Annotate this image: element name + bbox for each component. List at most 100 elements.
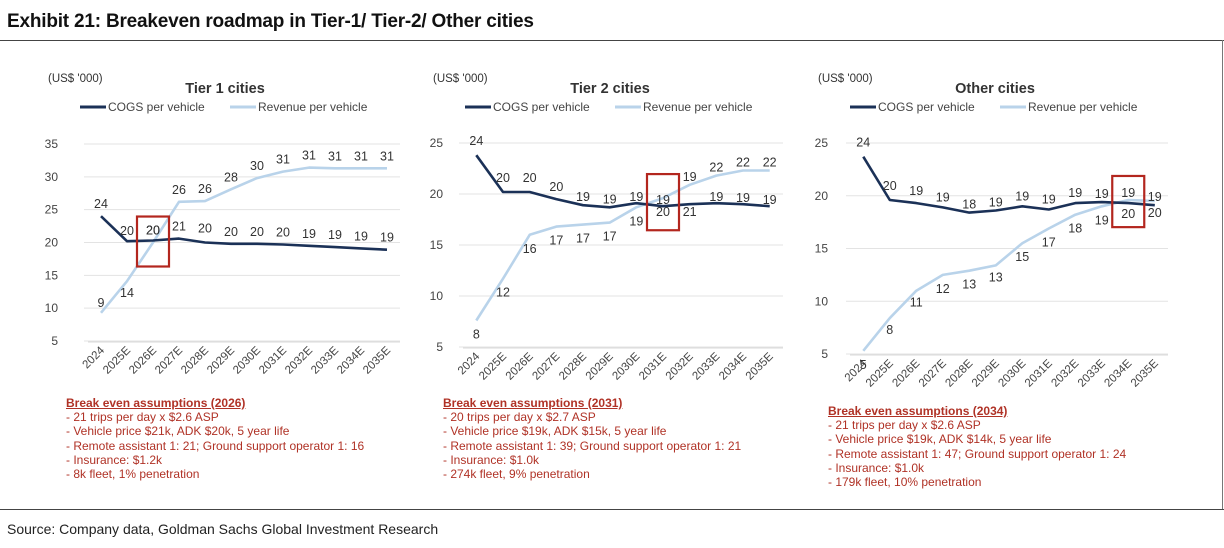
y-tick-label: 15 xyxy=(45,268,59,282)
data-label-cogs: 24 xyxy=(469,134,483,148)
data-label-revenue: 30 xyxy=(250,159,264,173)
data-label-cogs: 19 xyxy=(328,228,342,242)
data-label-cogs: 20 xyxy=(523,171,537,185)
chart-panel-other: (US$ '000) Other cities COGS per vehicle Re… xyxy=(800,0,1190,505)
data-label-cogs: 19 xyxy=(1042,192,1056,206)
chart-title: Tier 2 cities xyxy=(570,81,650,97)
data-label-revenue: 17 xyxy=(1042,235,1056,249)
data-label-cogs: 19 xyxy=(909,184,923,198)
bottom-rule xyxy=(0,509,1224,510)
series-line-revenue xyxy=(99,166,387,314)
data-label-cogs: 19 xyxy=(1015,189,1029,203)
data-label-revenue: 20 xyxy=(1121,207,1135,221)
data-label-revenue: 5 xyxy=(860,358,867,372)
x-tick-label: 2034E xyxy=(335,344,367,376)
data-label-cogs: 20 xyxy=(496,171,510,185)
y-tick-label: 10 xyxy=(815,294,829,308)
data-label-cogs: 19 xyxy=(936,190,950,204)
data-label-revenue: 8 xyxy=(886,323,893,337)
breakeven-highlight-box xyxy=(645,172,681,232)
data-label-revenue: 22 xyxy=(709,161,723,175)
x-tick-label: 2034E xyxy=(717,350,749,382)
x-tick-label: 2028E xyxy=(557,350,589,382)
x-tick-label: 2033E xyxy=(1076,357,1108,389)
assumption-line: - Insurance: $1.0k xyxy=(828,460,925,475)
data-label-revenue: 9 xyxy=(98,296,105,310)
assumptions-tier1: Break even assumptions (2026) - 21 trips… xyxy=(66,396,364,481)
data-label-cogs: 20 xyxy=(549,180,563,194)
y-tick-label: 5 xyxy=(51,334,58,348)
assumption-line: - Vehicle price $19k, ADK $15k, 5 year l… xyxy=(443,424,667,439)
data-label-cogs: 20 xyxy=(883,179,897,193)
x-tick-label: 2027E xyxy=(917,357,949,389)
assumption-line: - Insurance: $1.2k xyxy=(66,452,163,467)
data-label-cogs: 18 xyxy=(962,198,976,212)
data-label-revenue: 31 xyxy=(380,149,394,163)
y-tick-label: 20 xyxy=(430,187,444,201)
legend-label-cogs: COGS per vehicle xyxy=(493,100,590,114)
data-label-revenue: 31 xyxy=(354,149,368,163)
chart-tier1: (US$ '000) Tier 1 cities COGS per vehicle R… xyxy=(45,73,400,377)
data-label-cogs: 20 xyxy=(198,222,212,236)
x-tick-label: 2032E xyxy=(283,344,315,376)
series-line-cogs xyxy=(100,215,388,251)
unit-label: (US$ '000) xyxy=(48,73,103,85)
data-label-revenue: 8 xyxy=(473,327,480,341)
unit-label: (US$ '000) xyxy=(818,73,873,85)
y-tick-label: 10 xyxy=(430,289,444,303)
data-label-revenue: 12 xyxy=(936,282,950,296)
data-label-revenue: 20 xyxy=(656,205,670,219)
assumption-line: - 20 trips per day x $2.7 ASP xyxy=(443,410,596,425)
assumption-line: - 8k fleet, 1% penetration xyxy=(66,467,200,482)
x-tick-label: 2029E xyxy=(970,357,1002,389)
data-label-cogs: 19 xyxy=(354,229,368,243)
data-label-revenue: 20 xyxy=(146,224,160,238)
data-label-cogs: 19 xyxy=(1095,187,1109,201)
data-label-revenue: 15 xyxy=(1015,250,1029,264)
data-label-cogs: 19 xyxy=(1121,186,1135,200)
legend-label-cogs: COGS per vehicle xyxy=(108,100,205,114)
x-tick-label: 2035E xyxy=(1129,357,1161,389)
chart-title: Other cities xyxy=(955,81,1035,97)
x-tick-label: 2031E xyxy=(1023,357,1055,389)
x-tick-label: 2026E xyxy=(504,350,536,382)
data-label-revenue: 31 xyxy=(276,153,290,167)
y-tick-label: 15 xyxy=(815,242,829,256)
x-tick-label: 2027E xyxy=(530,350,562,382)
assumption-line: - Insurance: $1.0k xyxy=(443,452,540,467)
data-label-cogs: 19 xyxy=(656,193,670,207)
data-label-cogs: 19 xyxy=(736,191,750,205)
data-label-cogs: 20 xyxy=(276,225,290,239)
assumption-line: - Vehicle price $19k, ADK $14k, 5 year l… xyxy=(828,432,1052,447)
data-label-revenue: 16 xyxy=(523,242,537,256)
data-label-cogs: 19 xyxy=(576,190,590,204)
y-tick-label: 35 xyxy=(45,137,59,151)
series-line-revenue xyxy=(862,198,1155,352)
data-label-revenue: 13 xyxy=(962,278,976,292)
assumptions-heading: Break even assumptions (2026) xyxy=(66,396,246,410)
chart-panel-tier2: (US$ '000) Tier 2 cities COGS per vehicle R… xyxy=(415,0,805,505)
right-rule xyxy=(1222,40,1223,510)
x-tick-label: 2032E xyxy=(664,350,696,382)
legend-label-revenue: Revenue per vehicle xyxy=(258,100,368,114)
legend-label-revenue: Revenue per vehicle xyxy=(643,100,753,114)
assumption-line: - Vehicle price $21k, ADK $20k, 5 year l… xyxy=(66,424,290,439)
data-label-revenue: 17 xyxy=(576,232,590,246)
data-label-cogs: 19 xyxy=(603,192,617,206)
data-label-revenue: 13 xyxy=(989,270,1003,284)
y-tick-label: 10 xyxy=(45,301,59,315)
data-label-cogs: 19 xyxy=(763,193,777,207)
data-label-cogs: 19 xyxy=(1068,186,1082,200)
data-label-cogs: 21 xyxy=(683,205,697,219)
data-label-revenue: 17 xyxy=(603,230,617,244)
chart-tier2: (US$ '000) Tier 2 cities COGS per vehicle R… xyxy=(430,73,783,383)
x-tick-label: 2028E xyxy=(179,344,211,376)
legend: COGS per vehicle Revenue per vehicle xyxy=(850,100,1138,114)
data-label-revenue: 12 xyxy=(496,286,510,300)
series-line-cogs xyxy=(862,156,1155,214)
assumption-line: - 274k fleet, 9% penetration xyxy=(443,467,590,482)
assumptions-other: Break even assumptions (2034) - 21 trips… xyxy=(828,404,1126,489)
data-label-cogs: 19 xyxy=(1148,190,1162,204)
data-label-cogs: 21 xyxy=(172,220,186,234)
x-tick-label: 2029E xyxy=(584,350,616,382)
